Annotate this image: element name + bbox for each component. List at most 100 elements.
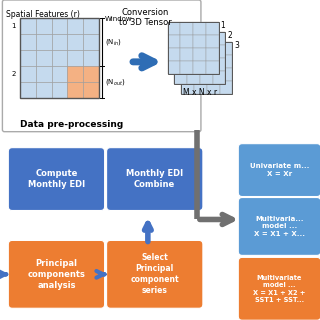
Bar [207,68,220,81]
Bar [187,71,200,84]
Bar [194,55,207,68]
Bar [200,71,213,84]
Bar [207,81,220,94]
Bar [52,34,67,50]
Bar [194,42,207,55]
Text: 2: 2 [12,71,16,77]
Text: (N$_{in}$): (N$_{in}$) [105,37,122,47]
Bar [20,18,99,98]
Bar [200,32,213,45]
Bar [174,32,226,84]
Text: 2: 2 [228,31,232,40]
Bar [83,34,99,50]
Bar [174,45,187,58]
Bar [67,50,83,66]
Bar [67,18,83,34]
Text: M x N x r: M x N x r [183,88,217,97]
FancyBboxPatch shape [238,197,320,255]
Bar [167,48,180,61]
Text: (N$_{out}$): (N$_{out}$) [105,77,125,87]
Bar [167,22,180,35]
Bar [52,18,67,34]
FancyBboxPatch shape [3,0,201,132]
Text: Multivaria...
model ...
X = X1 + X...: Multivaria... model ... X = X1 + X... [254,216,305,237]
Text: Multivariate
model ...
X = X1 + X2 +
SST1 + SST...: Multivariate model ... X = X1 + X2 + SST… [253,275,306,303]
Bar [213,71,226,84]
Text: Conversion
to 3D Tensor: Conversion to 3D Tensor [118,8,171,28]
Bar [52,66,67,82]
Bar [83,66,99,82]
Bar [180,35,193,48]
Bar [20,50,36,66]
Text: Data pre-processing: Data pre-processing [20,120,123,129]
Bar [181,55,194,68]
Bar [193,35,206,48]
Bar [180,61,193,74]
Bar [36,18,52,34]
Bar [36,82,52,98]
Bar [200,45,213,58]
Bar [174,32,187,45]
Bar [20,82,36,98]
Bar [207,42,220,55]
FancyBboxPatch shape [238,257,320,320]
Bar [67,82,83,98]
Text: Univariate m...
X = Xr: Univariate m... X = Xr [250,163,309,177]
Text: Select
Principal
component
series: Select Principal component series [131,253,179,295]
FancyBboxPatch shape [8,240,105,308]
Bar [181,81,194,94]
Bar [193,61,206,74]
Bar [36,50,52,66]
FancyBboxPatch shape [107,148,203,211]
Bar [36,34,52,50]
Text: 3: 3 [234,41,239,50]
Bar [206,61,219,74]
Bar [36,66,52,82]
Bar [174,58,187,71]
Bar [193,22,206,35]
Bar [207,55,220,68]
FancyBboxPatch shape [238,144,320,196]
Bar [67,66,83,82]
FancyBboxPatch shape [107,240,203,308]
Bar [52,50,67,66]
Bar [181,68,194,81]
Bar [206,22,219,35]
Bar [174,71,187,84]
Text: Principal
components
analysis: Principal components analysis [28,259,85,290]
Bar [194,81,207,94]
Bar [206,48,219,61]
Bar [220,81,232,94]
Bar [52,82,67,98]
Bar [180,48,193,61]
Bar [213,58,226,71]
Bar [181,42,194,55]
Bar [67,34,83,50]
Text: Window: Window [105,16,132,22]
Bar [167,61,180,74]
Bar [83,50,99,66]
Text: Spatial Features (r): Spatial Features (r) [6,10,80,19]
Bar [20,66,36,82]
FancyBboxPatch shape [8,148,105,211]
Bar [213,45,226,58]
Bar [194,68,207,81]
Bar [167,35,180,48]
Text: 1: 1 [12,23,16,29]
Bar [20,34,36,50]
Bar [187,32,200,45]
Text: Compute
Monthly EDI: Compute Monthly EDI [28,169,85,189]
Bar [193,48,206,61]
Bar [83,18,99,34]
Bar [180,22,193,35]
Bar [220,68,232,81]
Bar [220,42,232,55]
Text: 1: 1 [220,21,225,30]
Text: Monthly EDI
Combine: Monthly EDI Combine [126,169,183,189]
Bar [167,22,219,74]
Bar [83,82,99,98]
Bar [20,18,36,34]
Bar [181,42,232,94]
Bar [187,58,200,71]
Bar [206,35,219,48]
